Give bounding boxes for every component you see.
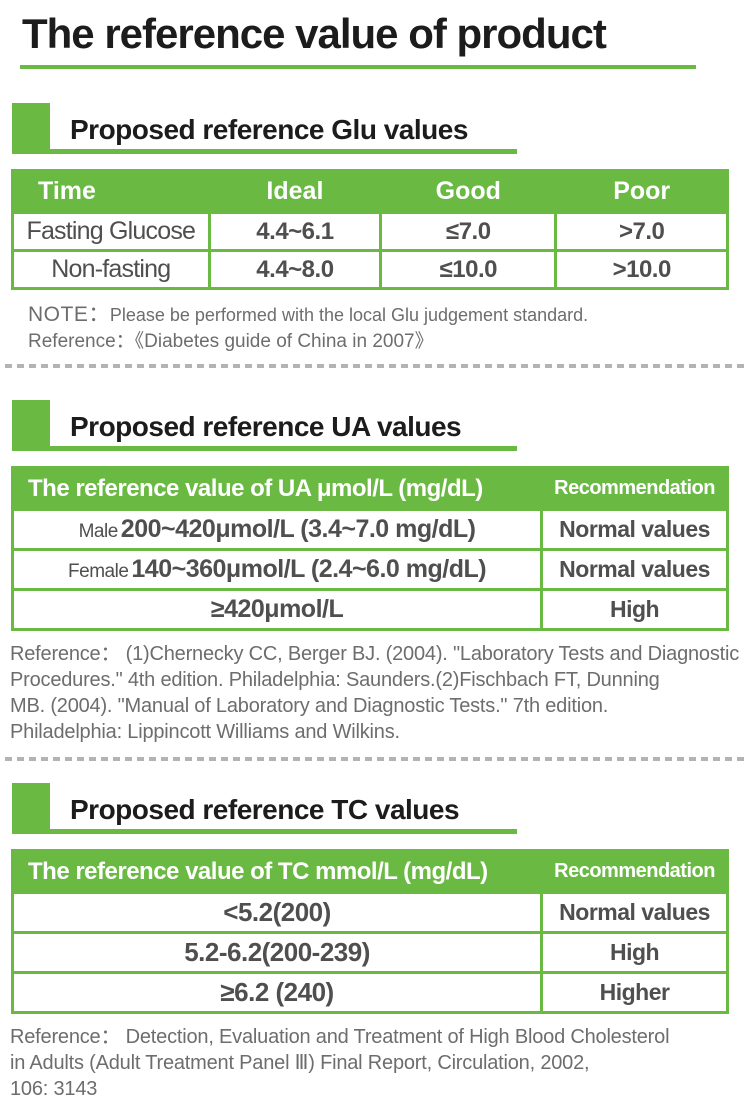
cell-recommendation: High [540,588,729,631]
tc-table: The reference value of TC mmol/L (mg/dL)… [10,849,729,1014]
cell-good: ≤7.0 [379,211,558,252]
gender-label: Male [78,521,119,542]
cell-tc-range: ≥6.2 (240) [10,971,544,1014]
glu-note-line: NOTE：Please be performed with the local … [28,302,750,329]
note-label: NOTE： [28,303,110,326]
col-header-time: Time [11,169,211,214]
section-title-glu: Proposed reference Glu values [70,114,468,145]
col-header-recommendation: Recommendation [540,466,729,511]
ua-header-row: The reference value of UA μmol/L (mg/dL)… [10,466,729,511]
col-header-ideal: Ideal [207,169,383,214]
table-row-normal: <5.2(200) Normal values [10,891,729,934]
table-row-higher: ≥6.2 (240) Higher [10,971,729,1014]
glu-notes: NOTE：Please be performed with the local … [28,302,750,355]
cell-recommendation: Higher [540,971,729,1014]
cell-poor: >7.0 [554,211,729,252]
col-header-good: Good [379,169,558,214]
cell-ideal: 4.4~6.1 [207,211,383,252]
gender-label: Female [68,561,129,582]
ua-table: The reference value of UA μmol/L (mg/dL)… [10,466,729,631]
section-title-ua: Proposed reference UA values [70,411,462,442]
glu-table: Time Ideal Good Poor Fasting Glucose 4.4… [11,169,729,290]
ua-reference: Reference： (1)Chernecky CC, Berger BJ. (… [10,641,750,745]
section-divider [5,364,745,368]
reference-label: Reference： [28,331,135,352]
section-heading-glu: Proposed reference Glu values [12,103,517,154]
col-header-tc-value: The reference value of TC mmol/L (mg/dL) [10,849,544,894]
green-square-icon [12,783,50,829]
cell-recommendation: Normal values [540,891,729,934]
reference-line: Reference： Detection, Evaluation and Tre… [10,1026,670,1048]
col-header-recommendation: Recommendation [540,849,729,894]
section-ua: Proposed reference UA values The referen… [0,400,750,761]
reference-text: 《Diabetes guide of China in 2007》 [134,331,434,352]
reference-line: Procedures." 4th edition. Philadelphia: … [10,669,660,691]
ua-range-value: ≥420μmol/L [210,595,344,623]
green-square-icon [12,400,50,446]
cell-recommendation: High [540,931,729,974]
cell-poor: >10.0 [554,249,729,290]
page-title: The reference value of product [22,10,607,57]
cell-tc-range: 5.2-6.2(200-239) [10,931,544,974]
reference-line: Philadelphia: Lippincott Williams and Wi… [10,721,400,743]
ua-range-value: 200~420μmol/L (3.4~7.0 mg/dL) [120,515,476,543]
section-tc: Proposed reference TC values The referen… [0,783,750,1111]
table-row-female: Female 140~360μmol/L (2.4~6.0 mg/dL) Norm… [10,548,729,591]
ua-range-value: 140~360μmol/L (2.4~6.0 mg/dL) [131,555,487,583]
section-title-tc: Proposed reference TC values [70,794,460,825]
cell-ua-female: Female 140~360μmol/L (2.4~6.0 mg/dL) [10,548,544,591]
reference-line: MB. (2004). "Manual of Laboratory and Di… [10,695,609,717]
tc-header-row: The reference value of TC mmol/L (mg/dL)… [10,849,729,894]
cell-ua-male: Male 200~420μmol/L (3.4~7.0 mg/dL) [10,508,544,551]
section-heading-tc: Proposed reference TC values [12,783,517,834]
cell-ideal: 4.4~8.0 [207,249,383,290]
reference-line: Reference： (1)Chernecky CC, Berger BJ. (… [10,643,740,665]
cell-recommendation: Normal values [540,508,729,551]
col-header-ua-value: The reference value of UA μmol/L (mg/dL) [10,466,544,511]
title-underline [20,65,696,69]
section-glu: Proposed reference Glu values Time Ideal… [0,103,750,368]
table-row-nonfasting: Non-fasting 4.4~8.0 ≤10.0 >10.0 [11,249,729,290]
section-heading-ua: Proposed reference UA values [12,400,517,451]
table-row-high: ≥420μmol/L High [10,588,729,631]
cell-row-label: Non-fasting [11,249,211,290]
green-square-icon [12,103,50,149]
note-text: Please be performed with the local Glu j… [109,305,589,325]
table-row-male: Male 200~420μmol/L (3.4~7.0 mg/dL) Normal… [10,508,729,551]
cell-row-label: Fasting Glucose [11,211,211,252]
cell-good: ≤10.0 [379,249,558,290]
col-header-poor: Poor [554,169,729,214]
reference-line: in Adults (Adult Treatment Panel Ⅲ) Fina… [10,1052,590,1074]
table-row-fasting: Fasting Glucose 4.4~6.1 ≤7.0 >7.0 [11,211,729,252]
glu-header-row: Time Ideal Good Poor [11,169,729,214]
cell-ua-high: ≥420μmol/L [10,588,544,631]
table-row-high: 5.2-6.2(200-239) High [10,931,729,974]
cell-recommendation: Normal values [540,548,729,591]
section-divider [5,757,745,761]
tc-reference: Reference： Detection, Evaluation and Tre… [10,1024,750,1102]
glu-reference-line: Reference：《Diabetes guide of China in 20… [28,329,750,355]
cell-tc-range: <5.2(200) [10,891,544,934]
reference-line: 106: 3143 [10,1078,98,1100]
